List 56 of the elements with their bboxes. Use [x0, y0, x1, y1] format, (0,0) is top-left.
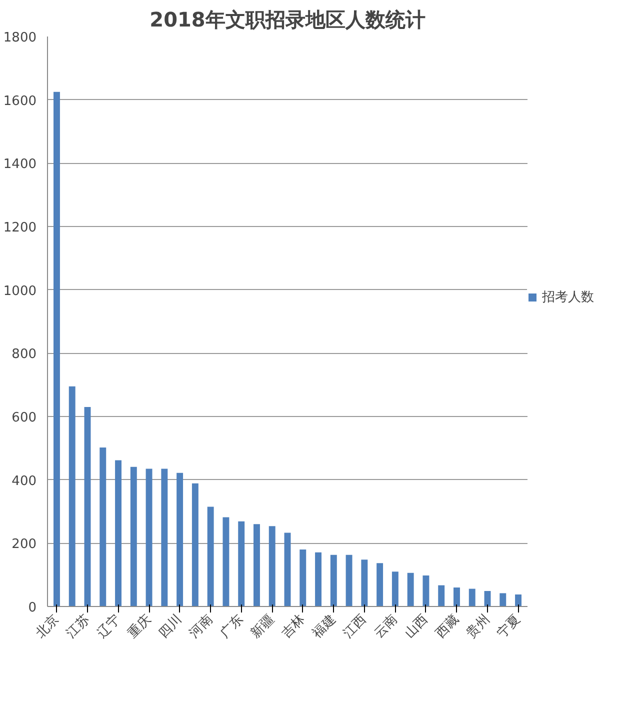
- x-tick-label: 辽宁: [94, 611, 124, 642]
- x-tick-label: 西藏: [433, 612, 462, 642]
- x-tick-label: 云南: [372, 612, 400, 642]
- bar: [284, 532, 291, 606]
- bar: [238, 521, 245, 606]
- x-tick-label: 贵州: [464, 612, 493, 642]
- bar: [392, 572, 398, 606]
- y-tick-label: 200: [12, 537, 37, 552]
- bar: [192, 483, 198, 606]
- y-tick-label: 1000: [3, 284, 37, 299]
- y-tick-label: 600: [12, 410, 37, 426]
- y-tick-label: 1200: [3, 220, 37, 236]
- x-tick-label: 河南: [186, 612, 216, 642]
- bar: [515, 594, 522, 606]
- y-tick-label: 1600: [3, 94, 37, 109]
- x-tick-label: 福建: [310, 612, 339, 642]
- bar: [330, 554, 337, 606]
- bar: [176, 472, 184, 606]
- x-tick-label: 宁夏: [494, 611, 524, 642]
- bar: [315, 552, 322, 606]
- bar: [376, 563, 384, 606]
- bar: [146, 468, 152, 606]
- bar: [454, 588, 460, 606]
- bar: [268, 526, 276, 606]
- x-tick-label: 广东: [218, 612, 247, 642]
- bar: [161, 468, 168, 606]
- y-tick-label: 1800: [3, 30, 37, 46]
- x-tick-label: 江西: [340, 612, 370, 642]
- bar: [68, 386, 76, 606]
- y-tick-label: 1400: [3, 157, 37, 172]
- chart-title: 2018年文职招录地区人数统计: [150, 8, 426, 32]
- y-tick-label: 800: [12, 347, 37, 362]
- bar: [346, 554, 352, 606]
- x-tick-label: 山西: [402, 612, 432, 642]
- bar: [500, 593, 506, 606]
- x-tick-label: 江苏: [64, 612, 93, 642]
- bar: [361, 560, 368, 606]
- bar: [130, 466, 137, 606]
- legend-label: 招考人数: [542, 289, 594, 306]
- bar: [84, 407, 91, 606]
- bar: [468, 588, 476, 606]
- y-tick-label: 400: [12, 474, 37, 489]
- bar: [222, 517, 230, 606]
- bar: [254, 524, 260, 606]
- bar: [207, 506, 214, 606]
- x-tick-label: 四川: [156, 612, 186, 642]
- bar: [115, 460, 122, 606]
- x-tick-label: 重庆: [125, 612, 154, 642]
- x-tick-label: 新疆: [248, 612, 278, 642]
- bar: [300, 550, 306, 606]
- x-tick-label: 吉林: [279, 612, 308, 642]
- bar: [438, 585, 445, 606]
- bar: [100, 448, 106, 606]
- bar: [422, 575, 430, 606]
- bar: [54, 92, 60, 606]
- bar: [407, 572, 414, 606]
